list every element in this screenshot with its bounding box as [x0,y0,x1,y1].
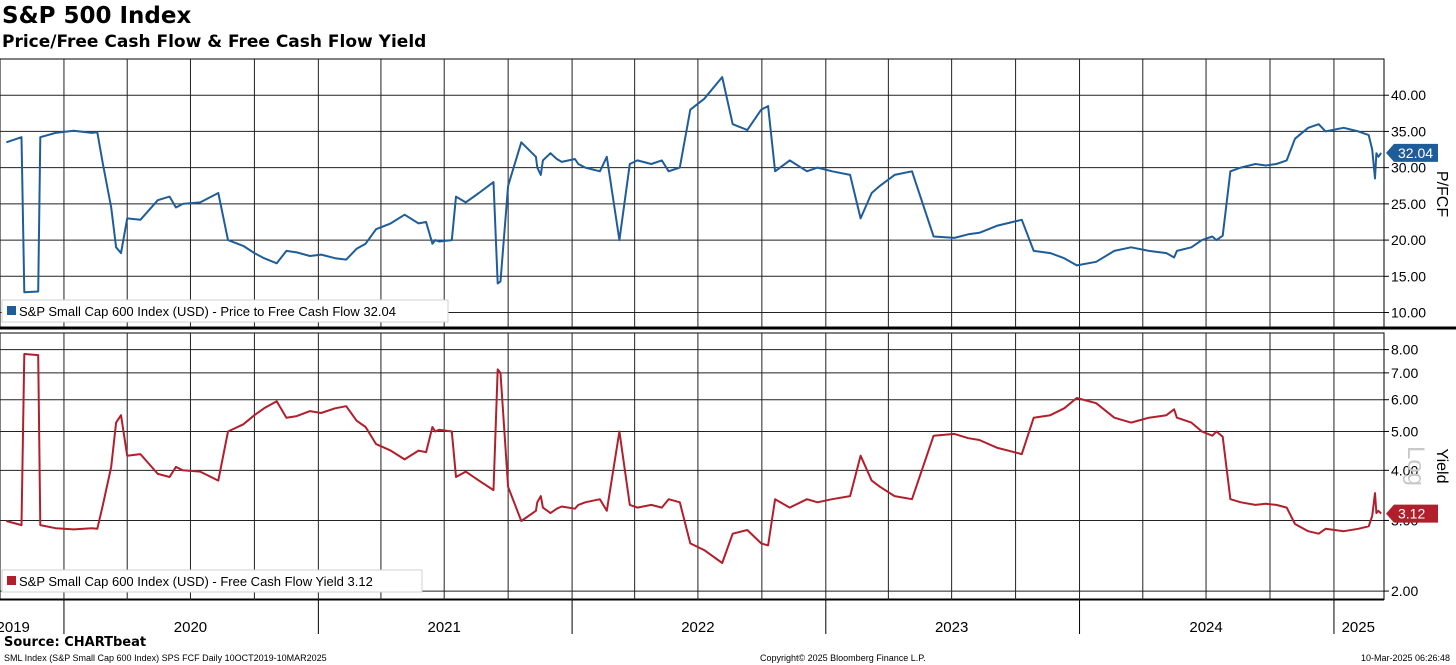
price-last-value-badge: 32.04 [1386,143,1438,162]
price-series-line [5,76,1383,294]
yield-y-tick-label: 4.00 [1391,462,1418,478]
yield-y-tick-label: 2.00 [1391,583,1418,599]
footer-timestamp: 10-Mar-2025 06:26:48 [1360,653,1450,663]
yield-badge-shape [1386,504,1438,523]
price-y-tick-label: 40.00 [1391,87,1426,103]
x-tick-label-2023: 2023 [935,619,968,636]
price-y-tick-label: 35.00 [1391,123,1426,139]
yield-badge-text: 3.12 [1398,506,1425,522]
yield-legend-text: S&P Small Cap 600 Index (USD) - Free Cas… [19,574,373,589]
yield-axis-label: Yield [1433,449,1450,484]
yield-last-value-badge: 3.12 [1386,504,1438,523]
x-tick-label-2021: 2021 [427,619,460,636]
price-legend-box [1,299,449,323]
x-tick-label-2024: 2024 [1189,619,1222,636]
price-legend-text: S&P Small Cap 600 Index (USD) - Price to… [19,304,396,319]
price-y-tick-label: 20.00 [1391,232,1426,248]
yield-y-tick-label: 6.00 [1391,392,1418,408]
x-tick-label-2025: 2025 [1342,619,1375,636]
price-badge-shape [1386,143,1438,162]
footer-index-note: SML Index (S&P Small Cap 600 Index) SPS … [4,653,327,663]
price-to-fcf-series [5,76,1383,294]
log-scale-watermark: Log [1402,446,1429,486]
yield-series-line [6,353,1382,564]
price-badge-text: 32.04 [1398,145,1433,161]
yield-legend-box [1,569,423,593]
price-axis-label: P/FCF [1433,171,1450,217]
price-y-tick-label: 30.00 [1391,160,1426,176]
price-panel-frame [0,58,1385,328]
price-y-tick-label: 25.00 [1391,196,1426,212]
price-legend-swatch [7,306,16,315]
x-tick-label-2020: 2020 [174,619,207,636]
footer-copyright: Copyright© 2025 Bloomberg Finance L.P. [760,653,926,663]
price-y-tick-label: 10.00 [1391,305,1426,321]
yield-y-tick-label: 5.00 [1391,423,1418,439]
gridlines [0,59,1384,600]
price-y-tick-label: 15.00 [1391,268,1426,284]
yield-y-tick-label: 8.00 [1391,342,1418,358]
yield-legend: S&P Small Cap 600 Index (USD) - Free Cas… [1,569,423,593]
axis-ticks: 2019 2020 2021 2022 2023 2024 2025 10.00 15.00 20… [0,59,1426,636]
fcf-yield-series [6,353,1382,564]
x-tick-label-2019: 2019 [0,619,30,636]
x-tick-label-2022: 2022 [681,619,714,636]
price-legend: S&P Small Cap 600 Index (USD) - Price to… [1,299,449,323]
yield-y-tick-label: 7.00 [1391,365,1418,381]
source-note: Source: CHARTbeat [4,635,147,650]
chart-title: S&P 500 Index [2,3,192,29]
chart-subtitle: Price/Free Cash Flow & Free Cash Flow Yi… [2,32,427,52]
yield-legend-swatch [7,576,16,585]
